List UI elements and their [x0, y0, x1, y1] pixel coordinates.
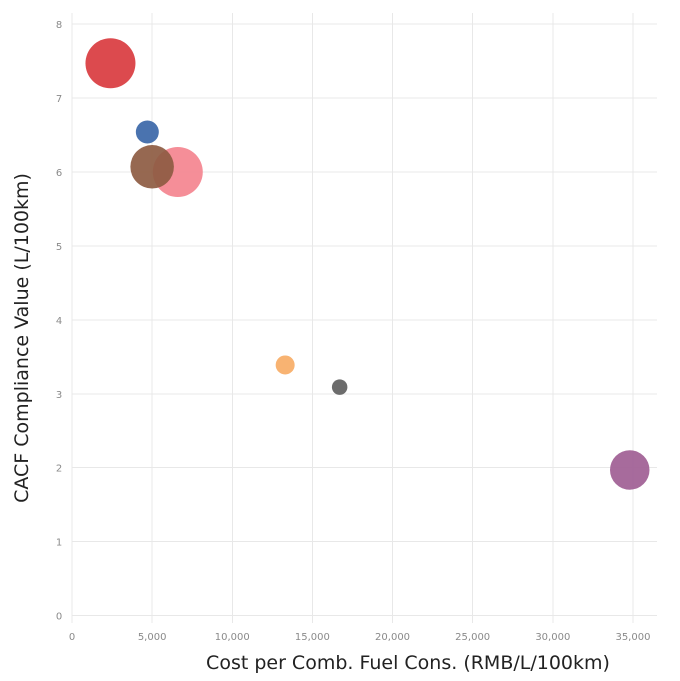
y-tick-label: 6: [56, 168, 62, 179]
data-point[interactable]: [135, 120, 159, 144]
x-tick-label: 15,000: [295, 632, 330, 643]
y-axis-label: CACF Compliance Value (L/100km): [11, 173, 33, 503]
x-tick-label: 30,000: [535, 632, 570, 643]
x-tick-label: 10,000: [215, 632, 250, 643]
data-point[interactable]: [331, 379, 348, 395]
y-tick-label: 1: [56, 538, 62, 549]
x-axis-label: Cost per Comb. Fuel Cons. (RMB/L/100km): [206, 652, 610, 674]
data-point[interactable]: [85, 38, 136, 89]
y-tick-label: 5: [56, 242, 62, 253]
y-tick-label: 7: [56, 94, 62, 105]
data-point[interactable]: [610, 450, 650, 490]
x-gridlines: [71, 13, 634, 623]
x-tick-label: 0: [69, 632, 75, 643]
y-tick-label: 4: [56, 316, 62, 327]
data-point[interactable]: [275, 355, 295, 375]
x-tick-label: 20,000: [375, 632, 410, 643]
x-tick-label: 35,000: [615, 632, 650, 643]
data-point[interactable]: [130, 145, 174, 189]
y-tick-label: 8: [56, 20, 62, 31]
y-tick-label: 2: [56, 464, 62, 475]
x-tick-label: 25,000: [455, 632, 490, 643]
y-tick-labels: 0 1 2 3 4 5 6 7 8: [56, 20, 62, 623]
data-points: [85, 38, 650, 490]
x-tick-label: 5,000: [138, 632, 167, 643]
y-tick-label: 0: [56, 612, 62, 623]
x-tick-labels: 0 5,000 10,000 15,000 20,000 25,000 30,000 35,0…: [69, 632, 651, 643]
y-gridlines: [72, 23, 657, 617]
y-tick-label: 3: [56, 390, 62, 401]
